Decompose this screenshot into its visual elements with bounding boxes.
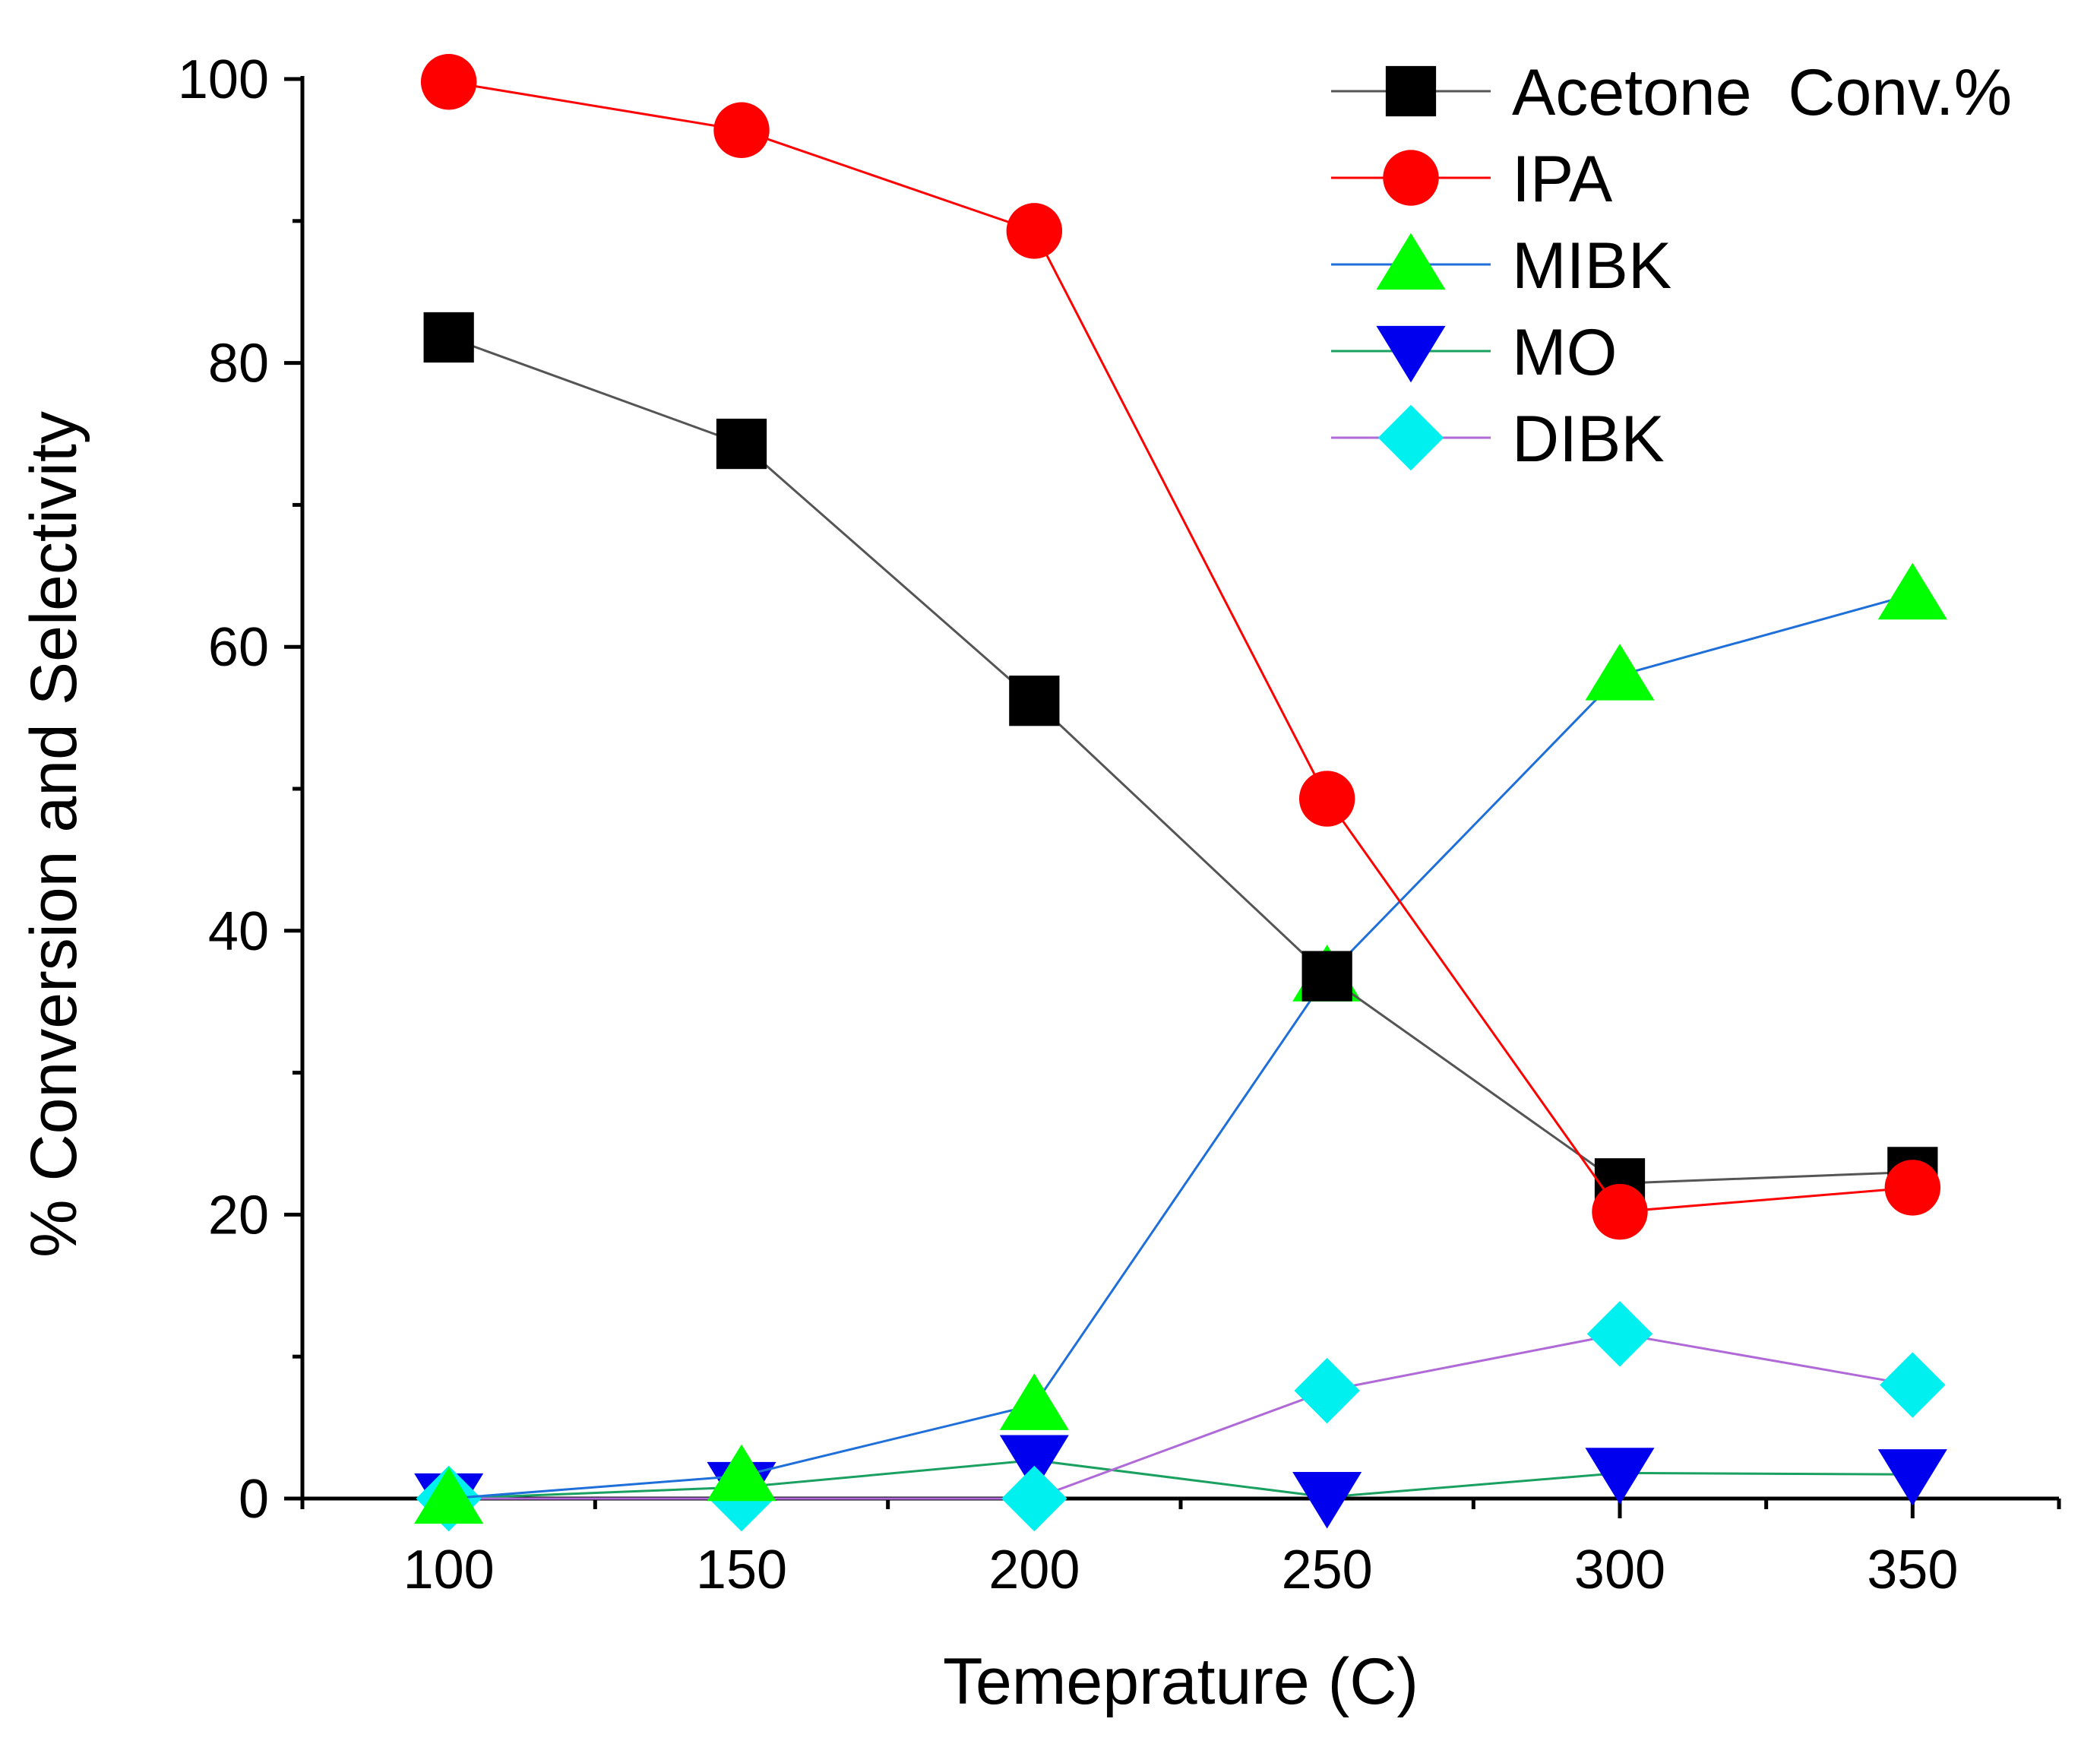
legend-label: MIBK (1512, 229, 1671, 302)
y-axis-title: % Conversion and Selectivity (17, 411, 90, 1258)
data-point-dibk (1001, 1465, 1067, 1532)
y-tick-label: 20 (208, 1185, 269, 1245)
y-tick-label: 0 (239, 1469, 269, 1530)
data-point-ipa (1006, 203, 1063, 259)
data-point-dibk (1586, 1301, 1653, 1367)
data-point-ipa (1884, 1160, 1941, 1216)
x-tick-label: 300 (1574, 1540, 1665, 1600)
data-point-dibk (1880, 1352, 1946, 1418)
series-line-mo (448, 1459, 1913, 1500)
data-point-ipa (420, 54, 477, 110)
data-point-mibk (707, 1444, 776, 1502)
axes: 0 20 40 60 80 100 100 150 200 250 300 350 (178, 49, 2061, 1600)
legend-marker (1385, 65, 1437, 117)
data-point-mibk (1877, 562, 1947, 620)
data-point-acetone (716, 418, 767, 470)
legend-label: MO (1512, 316, 1618, 389)
y-tick-label: 60 (208, 617, 269, 678)
series-ipa (420, 54, 1941, 1240)
data-point-mo (1877, 1449, 1947, 1506)
x-tick-label: 150 (696, 1540, 787, 1600)
data-point-mo (1585, 1448, 1655, 1505)
legend-marker (1383, 150, 1439, 206)
legend-marker (1376, 325, 1446, 383)
data-point-mibk (414, 1467, 484, 1524)
data-point-ipa (1592, 1183, 1648, 1240)
series-line-dibk (448, 1332, 1913, 1500)
data-point-acetone (1301, 951, 1352, 1002)
data-point-acetone (423, 312, 474, 363)
data-point-ipa (713, 102, 770, 158)
y-tick-label: 80 (208, 334, 269, 394)
data-point-dibk (1294, 1357, 1360, 1424)
data-point-ipa (1298, 771, 1355, 827)
legend-item-mo: MO (1331, 316, 1618, 389)
legend-label: DIBK (1512, 403, 1665, 476)
x-tick-label: 350 (1867, 1540, 1958, 1600)
series-line-mibk (448, 593, 1913, 1500)
series-layer (414, 54, 1947, 1532)
data-point-mo (1292, 1472, 1362, 1529)
legend-label: IPA (1512, 143, 1613, 216)
legend: Acetone Conv.% IPA MIBK MO DIBK (1331, 56, 2012, 476)
series-line-ipa (448, 81, 1913, 1214)
data-point-mibk (1585, 644, 1655, 701)
series-acetone (423, 312, 1938, 1209)
legend-marker (1377, 404, 1444, 471)
x-axis-title: Temeprature (C) (943, 1645, 1418, 1718)
legend-item-ipa: IPA (1331, 143, 1613, 216)
legend-marker (1376, 233, 1446, 290)
legend-item-mibk: MIBK (1331, 229, 1671, 302)
legend-item-acetone: Acetone Conv.% (1331, 56, 2012, 129)
series-mibk (414, 562, 1947, 1524)
legend-label: Acetone Conv.% (1512, 56, 2012, 129)
data-point-acetone (1009, 676, 1060, 726)
x-tick-label: 200 (988, 1540, 1080, 1600)
data-point-mibk (999, 1373, 1069, 1430)
x-tick-label: 100 (403, 1540, 495, 1600)
data-point-mo (999, 1435, 1069, 1492)
legend-item-dibk: DIBK (1331, 403, 1665, 476)
y-tick-label: 40 (208, 901, 269, 962)
y-tick-label: 100 (178, 49, 269, 110)
x-tick-label: 250 (1282, 1540, 1373, 1600)
series-line-acetone (448, 336, 1913, 1185)
